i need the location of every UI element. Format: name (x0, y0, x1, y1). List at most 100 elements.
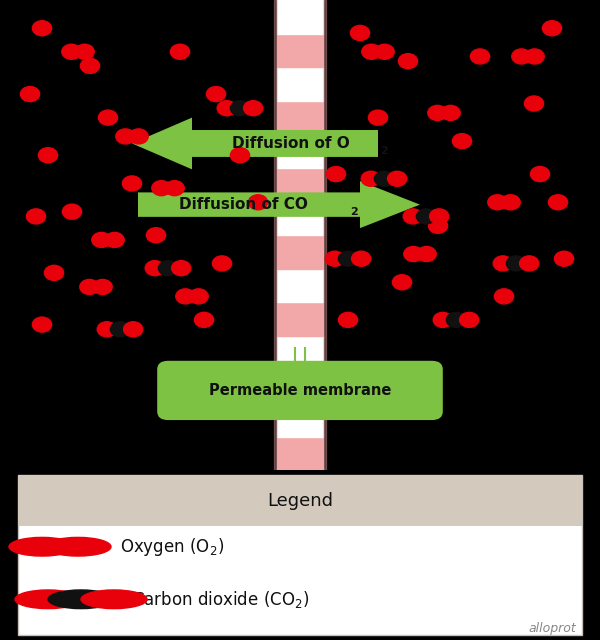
Bar (274, 0, 277, 470)
Bar (277, 168, 323, 202)
Circle shape (326, 166, 346, 182)
Circle shape (194, 312, 214, 328)
Circle shape (26, 209, 46, 224)
Bar (277, 134, 323, 168)
Circle shape (501, 195, 520, 210)
Circle shape (32, 20, 52, 36)
Circle shape (494, 289, 514, 304)
Circle shape (530, 166, 550, 182)
Circle shape (512, 49, 531, 64)
Circle shape (352, 251, 371, 266)
Circle shape (20, 86, 40, 102)
Circle shape (217, 100, 236, 116)
Circle shape (105, 232, 124, 248)
Circle shape (172, 260, 191, 276)
Text: Diffusion of O: Diffusion of O (232, 136, 350, 151)
Circle shape (446, 312, 466, 328)
Circle shape (374, 172, 394, 186)
Circle shape (189, 289, 208, 304)
Bar (18, 476, 582, 526)
Circle shape (416, 209, 436, 224)
Circle shape (44, 266, 64, 280)
Circle shape (417, 246, 436, 262)
Circle shape (362, 44, 381, 60)
Circle shape (403, 209, 422, 224)
Circle shape (493, 256, 512, 271)
Circle shape (428, 106, 447, 120)
Circle shape (524, 96, 544, 111)
Bar (277, 436, 323, 470)
Text: Diffusion of CO: Diffusion of CO (179, 197, 307, 212)
Bar (277, 303, 323, 336)
Circle shape (110, 322, 130, 337)
Bar (277, 67, 323, 100)
Text: 2: 2 (380, 146, 388, 156)
Text: 2: 2 (350, 207, 358, 217)
Circle shape (248, 195, 268, 210)
Circle shape (470, 49, 490, 64)
Circle shape (170, 44, 190, 60)
Circle shape (212, 256, 232, 271)
Circle shape (81, 590, 147, 609)
Circle shape (116, 129, 135, 144)
Circle shape (176, 289, 195, 304)
Circle shape (244, 100, 263, 116)
Circle shape (146, 228, 166, 243)
Circle shape (542, 20, 562, 36)
Bar (277, 269, 323, 302)
Bar (277, 403, 323, 436)
Circle shape (45, 538, 111, 556)
Bar (277, 336, 323, 370)
Text: alloprot: alloprot (528, 622, 576, 635)
Bar (277, 202, 323, 235)
FancyBboxPatch shape (157, 361, 443, 420)
Bar (323, 0, 326, 470)
Circle shape (338, 251, 358, 266)
Text: Oxygen (O$_2$): Oxygen (O$_2$) (120, 536, 224, 557)
Circle shape (441, 106, 460, 120)
Circle shape (520, 256, 539, 271)
Circle shape (38, 148, 58, 163)
Circle shape (368, 110, 388, 125)
Circle shape (80, 280, 99, 294)
Bar (277, 0, 323, 33)
Circle shape (375, 44, 394, 60)
Circle shape (430, 209, 449, 224)
Circle shape (9, 538, 75, 556)
Polygon shape (138, 181, 420, 228)
Circle shape (488, 195, 507, 210)
Bar (277, 370, 323, 403)
Circle shape (452, 134, 472, 148)
Circle shape (392, 275, 412, 290)
Circle shape (230, 148, 250, 163)
Circle shape (338, 312, 358, 328)
Circle shape (75, 44, 94, 60)
Circle shape (97, 322, 116, 337)
Text: Carbon dioxide (CO$_2$): Carbon dioxide (CO$_2$) (132, 589, 310, 610)
Polygon shape (132, 118, 378, 170)
Circle shape (80, 58, 100, 74)
Circle shape (361, 172, 380, 186)
Circle shape (32, 317, 52, 332)
Circle shape (428, 218, 448, 234)
Bar (277, 33, 323, 67)
Circle shape (525, 49, 544, 64)
Circle shape (460, 312, 479, 328)
Circle shape (554, 251, 574, 266)
Circle shape (548, 195, 568, 210)
Circle shape (62, 44, 81, 60)
Circle shape (325, 251, 344, 266)
Circle shape (230, 100, 250, 116)
Circle shape (93, 280, 112, 294)
Circle shape (165, 180, 184, 196)
Circle shape (388, 172, 407, 186)
Circle shape (433, 312, 452, 328)
Circle shape (92, 232, 111, 248)
Circle shape (404, 246, 423, 262)
Circle shape (15, 590, 81, 609)
Circle shape (398, 54, 418, 68)
Circle shape (152, 180, 171, 196)
Bar (277, 101, 323, 134)
Text: Legend: Legend (267, 492, 333, 510)
Circle shape (48, 590, 114, 609)
